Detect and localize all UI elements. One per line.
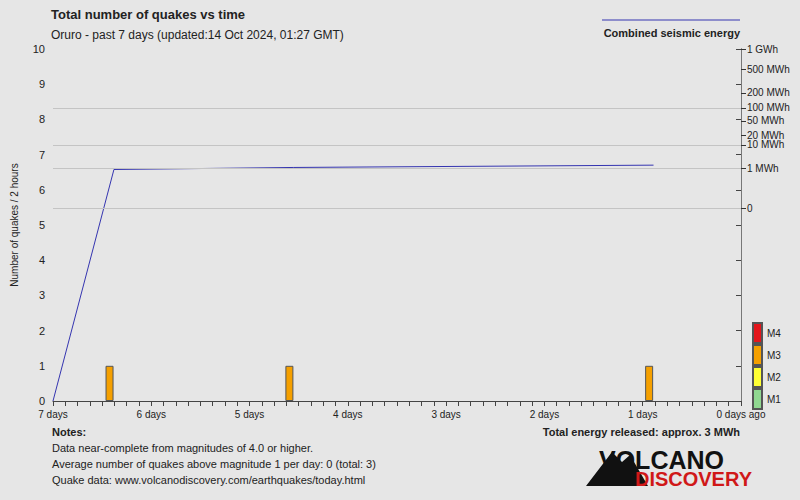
- svg-text:DISCOVERY: DISCOVERY: [635, 468, 753, 490]
- svg-text:10 MWh: 10 MWh: [747, 139, 784, 150]
- svg-text:1 MWh: 1 MWh: [747, 163, 779, 174]
- svg-text:9: 9: [39, 78, 45, 90]
- svg-text:Number of quakes / 2 hours: Number of quakes / 2 hours: [9, 163, 20, 286]
- svg-text:1 days: 1 days: [628, 409, 657, 420]
- svg-text:Total number of quakes vs time: Total number of quakes vs time: [51, 7, 245, 22]
- svg-text:50 MWh: 50 MWh: [747, 115, 784, 126]
- svg-text:5: 5: [39, 219, 45, 231]
- svg-text:0: 0: [39, 395, 45, 407]
- svg-text:M2: M2: [767, 372, 781, 383]
- svg-text:500 MWh: 500 MWh: [747, 64, 790, 75]
- svg-text:M4: M4: [767, 328, 781, 339]
- svg-text:8: 8: [39, 113, 45, 125]
- svg-text:7: 7: [39, 149, 45, 161]
- svg-text:1 GWh: 1 GWh: [747, 44, 778, 55]
- svg-text:6 days: 6 days: [137, 409, 166, 420]
- svg-text:100 MWh: 100 MWh: [747, 102, 790, 113]
- svg-text:Quake data: www.volcanodiscove: Quake data: www.volcanodiscovery.com/ear…: [52, 474, 365, 486]
- svg-text:0 days ago: 0 days ago: [717, 409, 766, 420]
- svg-text:Combined seismic energy: Combined seismic energy: [604, 27, 741, 39]
- svg-text:7 days: 7 days: [38, 409, 67, 420]
- svg-text:VOLCANO: VOLCANO: [599, 445, 724, 474]
- svg-text:Total energy released: approx.: Total energy released: approx. 3 MWh: [543, 426, 741, 438]
- svg-text:Oruro - past 7 days (updated:1: Oruro - past 7 days (updated:14 Oct 2024…: [51, 28, 344, 42]
- svg-text:Average number of quakes above: Average number of quakes above magnitude…: [52, 458, 376, 470]
- svg-text:2: 2: [39, 325, 45, 337]
- svg-text:20 MWh: 20 MWh: [747, 130, 784, 141]
- svg-text:6: 6: [39, 184, 45, 196]
- svg-text:2 days: 2 days: [530, 409, 559, 420]
- svg-text:Notes:: Notes:: [52, 426, 86, 438]
- svg-text:200 MWh: 200 MWh: [747, 87, 790, 98]
- svg-text:4: 4: [39, 254, 45, 266]
- svg-text:5 days: 5 days: [235, 409, 264, 420]
- svg-text:10: 10: [33, 43, 45, 55]
- svg-text:M1: M1: [767, 394, 781, 405]
- svg-text:Data near-complete from magnit: Data near-complete from magnitudes of 4.…: [52, 442, 313, 454]
- svg-text:0: 0: [747, 203, 753, 214]
- svg-text:3: 3: [39, 289, 45, 301]
- svg-text:3 days: 3 days: [431, 409, 460, 420]
- svg-text:M3: M3: [767, 350, 781, 361]
- svg-text:1: 1: [39, 360, 45, 372]
- svg-text:4 days: 4 days: [333, 409, 362, 420]
